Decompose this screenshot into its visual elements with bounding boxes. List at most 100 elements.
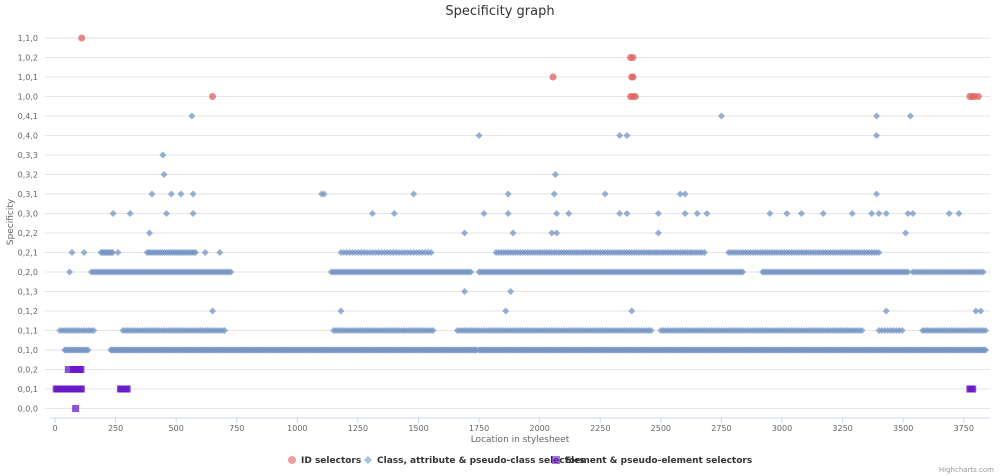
diamond-point bbox=[146, 229, 154, 237]
diamond-point bbox=[902, 229, 910, 237]
diamond-point bbox=[148, 190, 156, 198]
x-axis-ticks: 0 250 500 750 1000 1250 1500 1750 2000 2250 2500 27… bbox=[52, 418, 974, 433]
diamond-point bbox=[982, 346, 990, 354]
diamond-point bbox=[548, 229, 556, 237]
square-point bbox=[64, 366, 72, 373]
y-tick-label: 0,1,0 bbox=[18, 346, 38, 355]
diamond-point bbox=[68, 249, 76, 256]
diamond-point bbox=[909, 210, 917, 217]
diamond-point bbox=[882, 307, 890, 315]
credits-link[interactable]: Highcharts.com bbox=[939, 466, 994, 474]
legend-diamond-symbol bbox=[364, 456, 372, 464]
diamond-point bbox=[616, 210, 624, 217]
diamond-point bbox=[504, 210, 512, 217]
x-tick-label: 1500 bbox=[408, 424, 428, 433]
diamond-point bbox=[868, 210, 876, 217]
diamond-point bbox=[504, 190, 512, 198]
diamond-point bbox=[221, 327, 229, 334]
diamond-point bbox=[700, 249, 708, 256]
diamond-point bbox=[509, 229, 517, 237]
circle-point bbox=[209, 93, 217, 100]
diamond-point bbox=[565, 210, 573, 217]
diamond-point bbox=[159, 151, 167, 159]
diamond-point bbox=[616, 132, 624, 139]
diamond-point bbox=[467, 268, 475, 276]
circle-point bbox=[549, 73, 557, 81]
x-tick-label: 2500 bbox=[651, 424, 671, 433]
diamond-point bbox=[90, 327, 98, 334]
diamond-point bbox=[819, 210, 827, 217]
diamond-point bbox=[461, 229, 469, 237]
legend-circle-symbol bbox=[288, 456, 296, 464]
diamond-point bbox=[227, 268, 235, 276]
y-axis-ticks: 0,0,0 0,0,1 0,0,2 0,1,0 0,1,1 0,1,2 0,1,3 0,2,0… bbox=[18, 34, 38, 414]
x-tick-label: 3500 bbox=[893, 424, 913, 433]
diamond-point bbox=[882, 210, 890, 217]
diamond-point bbox=[904, 268, 912, 276]
diamond-point bbox=[162, 210, 170, 217]
diamond-point bbox=[209, 307, 217, 315]
y-tick-label: 0,2,2 bbox=[18, 229, 38, 238]
square-point bbox=[123, 385, 131, 393]
legend-label: Class, attribute & pseudo-class selector… bbox=[377, 456, 585, 466]
y-tick-label: 1,0,1 bbox=[18, 73, 38, 82]
legend: ID selectors Class, attribute & pseudo-cl… bbox=[288, 456, 752, 466]
x-tick-label: 3000 bbox=[772, 424, 792, 433]
legend-label: Element & pseudo-element selectors bbox=[565, 456, 752, 466]
diamond-point bbox=[475, 132, 483, 139]
y-tick-label: 0,0,1 bbox=[18, 385, 38, 394]
diamond-point bbox=[977, 307, 985, 315]
x-tick-label: 500 bbox=[169, 424, 184, 433]
y-tick-label: 1,0,2 bbox=[18, 54, 38, 63]
gridlines bbox=[45, 37, 990, 409]
square-point bbox=[72, 405, 80, 412]
diamond-point bbox=[623, 132, 631, 139]
diamond-point bbox=[410, 190, 418, 198]
diamond-point bbox=[368, 210, 376, 217]
diamond-point bbox=[177, 190, 185, 198]
square-point bbox=[77, 385, 85, 393]
x-tick-label: 750 bbox=[229, 424, 244, 433]
diamond-point bbox=[972, 307, 980, 315]
diamond-point bbox=[703, 210, 711, 217]
diamond-point bbox=[739, 268, 747, 276]
y-tick-label: 0,1,3 bbox=[18, 288, 38, 297]
legend-item[interactable]: Class, attribute & pseudo-class selector… bbox=[364, 456, 585, 466]
diamond-point bbox=[167, 190, 175, 198]
diamond-point bbox=[601, 190, 609, 198]
diamond-point bbox=[904, 210, 912, 217]
diamond-point bbox=[654, 229, 662, 237]
legend-label: ID selectors bbox=[301, 456, 361, 466]
circle-point bbox=[78, 34, 86, 42]
diamond-point bbox=[848, 210, 856, 217]
y-tick-label: 1,1,0 bbox=[18, 34, 38, 43]
diamond-point bbox=[873, 190, 881, 198]
legend-item[interactable]: Element & pseudo-element selectors bbox=[552, 456, 752, 466]
diamond-point bbox=[461, 288, 469, 295]
plot-area bbox=[52, 34, 990, 412]
x-tick-label: 2000 bbox=[529, 424, 549, 433]
diamond-point bbox=[192, 249, 200, 256]
diamond-point bbox=[553, 210, 561, 217]
y-tick-label: 0,3,3 bbox=[18, 151, 38, 160]
series-square bbox=[52, 366, 977, 412]
y-tick-label: 0,4,1 bbox=[18, 112, 38, 121]
diamond-point bbox=[906, 112, 914, 120]
series-diamond bbox=[56, 112, 990, 354]
diamond-point bbox=[507, 288, 515, 295]
diamond-point bbox=[693, 210, 701, 217]
x-tick-label: 3750 bbox=[954, 424, 974, 433]
diamond-point bbox=[188, 112, 196, 120]
diamond-point bbox=[502, 307, 510, 315]
square-point bbox=[77, 366, 85, 373]
diamond-point bbox=[982, 327, 990, 334]
circle-point bbox=[631, 93, 639, 100]
legend-item[interactable]: ID selectors bbox=[288, 456, 361, 466]
diamond-point bbox=[654, 210, 662, 217]
x-tick-label: 250 bbox=[108, 424, 123, 433]
y-tick-label: 0,1,1 bbox=[18, 327, 38, 336]
diamond-point bbox=[109, 210, 117, 217]
y-tick-label: 0,3,2 bbox=[18, 171, 38, 180]
